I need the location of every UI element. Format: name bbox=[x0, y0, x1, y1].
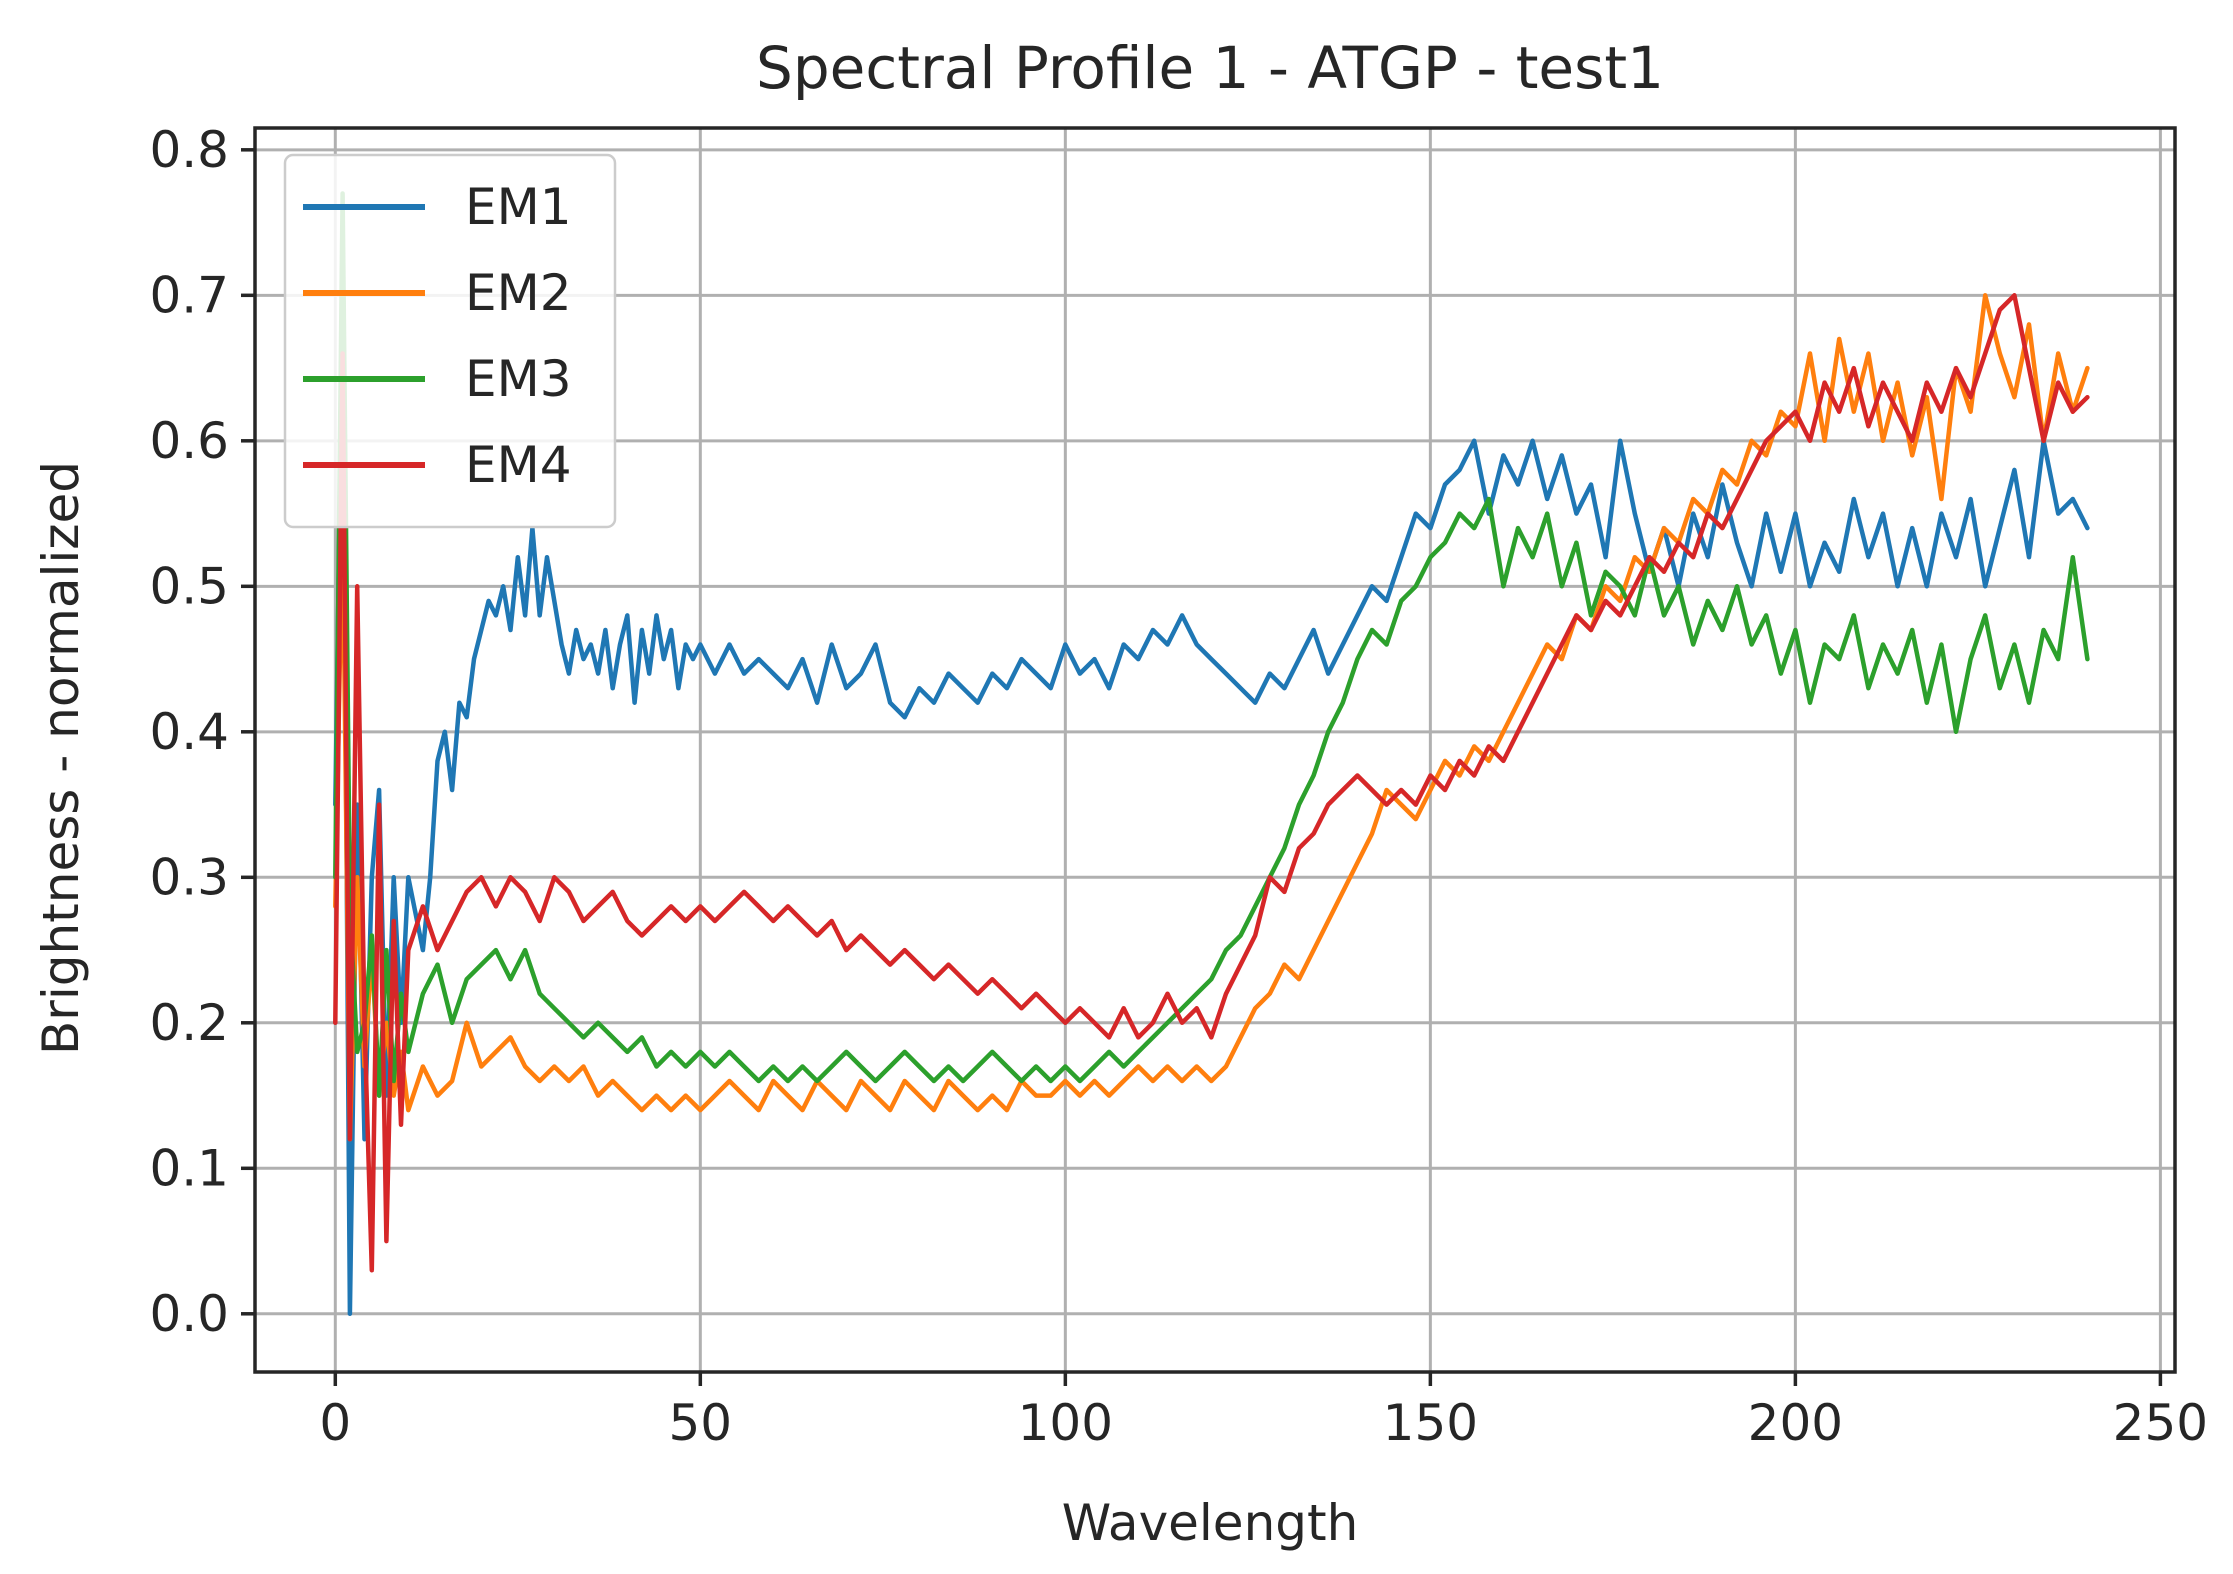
legend: EM1 EM2 EM3 EM4 bbox=[283, 153, 617, 529]
x-axis-label: Wavelength bbox=[1062, 1494, 1359, 1552]
y-tick-label: 0.5 bbox=[149, 557, 229, 615]
series-lines bbox=[333, 191, 2090, 1317]
y-tick-label: 0.0 bbox=[149, 1285, 229, 1343]
x-tick-label: 200 bbox=[1748, 1394, 1843, 1452]
y-tick-label: 0.3 bbox=[149, 848, 229, 906]
grid bbox=[255, 128, 2175, 1372]
x-tick-label: 0 bbox=[319, 1394, 351, 1452]
legend-label-em3: EM3 bbox=[465, 350, 572, 408]
chart-title: Spectral Profile 1 - ATGP - test1 bbox=[756, 34, 1664, 102]
y-tick-label: 0.6 bbox=[149, 412, 229, 470]
y-tick-label: 0.7 bbox=[149, 266, 229, 324]
legend-label-em4: EM4 bbox=[465, 436, 572, 494]
x-tick-label: 100 bbox=[1018, 1394, 1113, 1452]
x-tick-label: 250 bbox=[2113, 1394, 2208, 1452]
y-tick-label: 0.1 bbox=[149, 1139, 229, 1197]
legend-label-em2: EM2 bbox=[465, 264, 572, 322]
plot-area-frame bbox=[253, 126, 2177, 1374]
series-line-em2 bbox=[333, 293, 2090, 1142]
x-tick-label: 150 bbox=[1383, 1394, 1478, 1452]
series-line-em4 bbox=[333, 293, 2090, 1273]
legend-box bbox=[283, 153, 617, 529]
x-tick-label: 50 bbox=[669, 1394, 733, 1452]
legend-label-em1: EM1 bbox=[465, 178, 572, 236]
y-tick-label: 0.2 bbox=[149, 994, 229, 1052]
series-line-em3 bbox=[333, 191, 2090, 1098]
axis-ticks: 0 50 100 150 200 250 0.0 0.1 0.2 0.3 0.4 0.5 0.6 0.7 0… bbox=[149, 121, 2208, 1452]
y-axis-label: Brightness - normalized bbox=[32, 461, 90, 1055]
series-line-em1 bbox=[333, 307, 2090, 1317]
y-tick-label: 0.4 bbox=[149, 703, 229, 761]
y-tick-label: 0.8 bbox=[149, 121, 229, 179]
